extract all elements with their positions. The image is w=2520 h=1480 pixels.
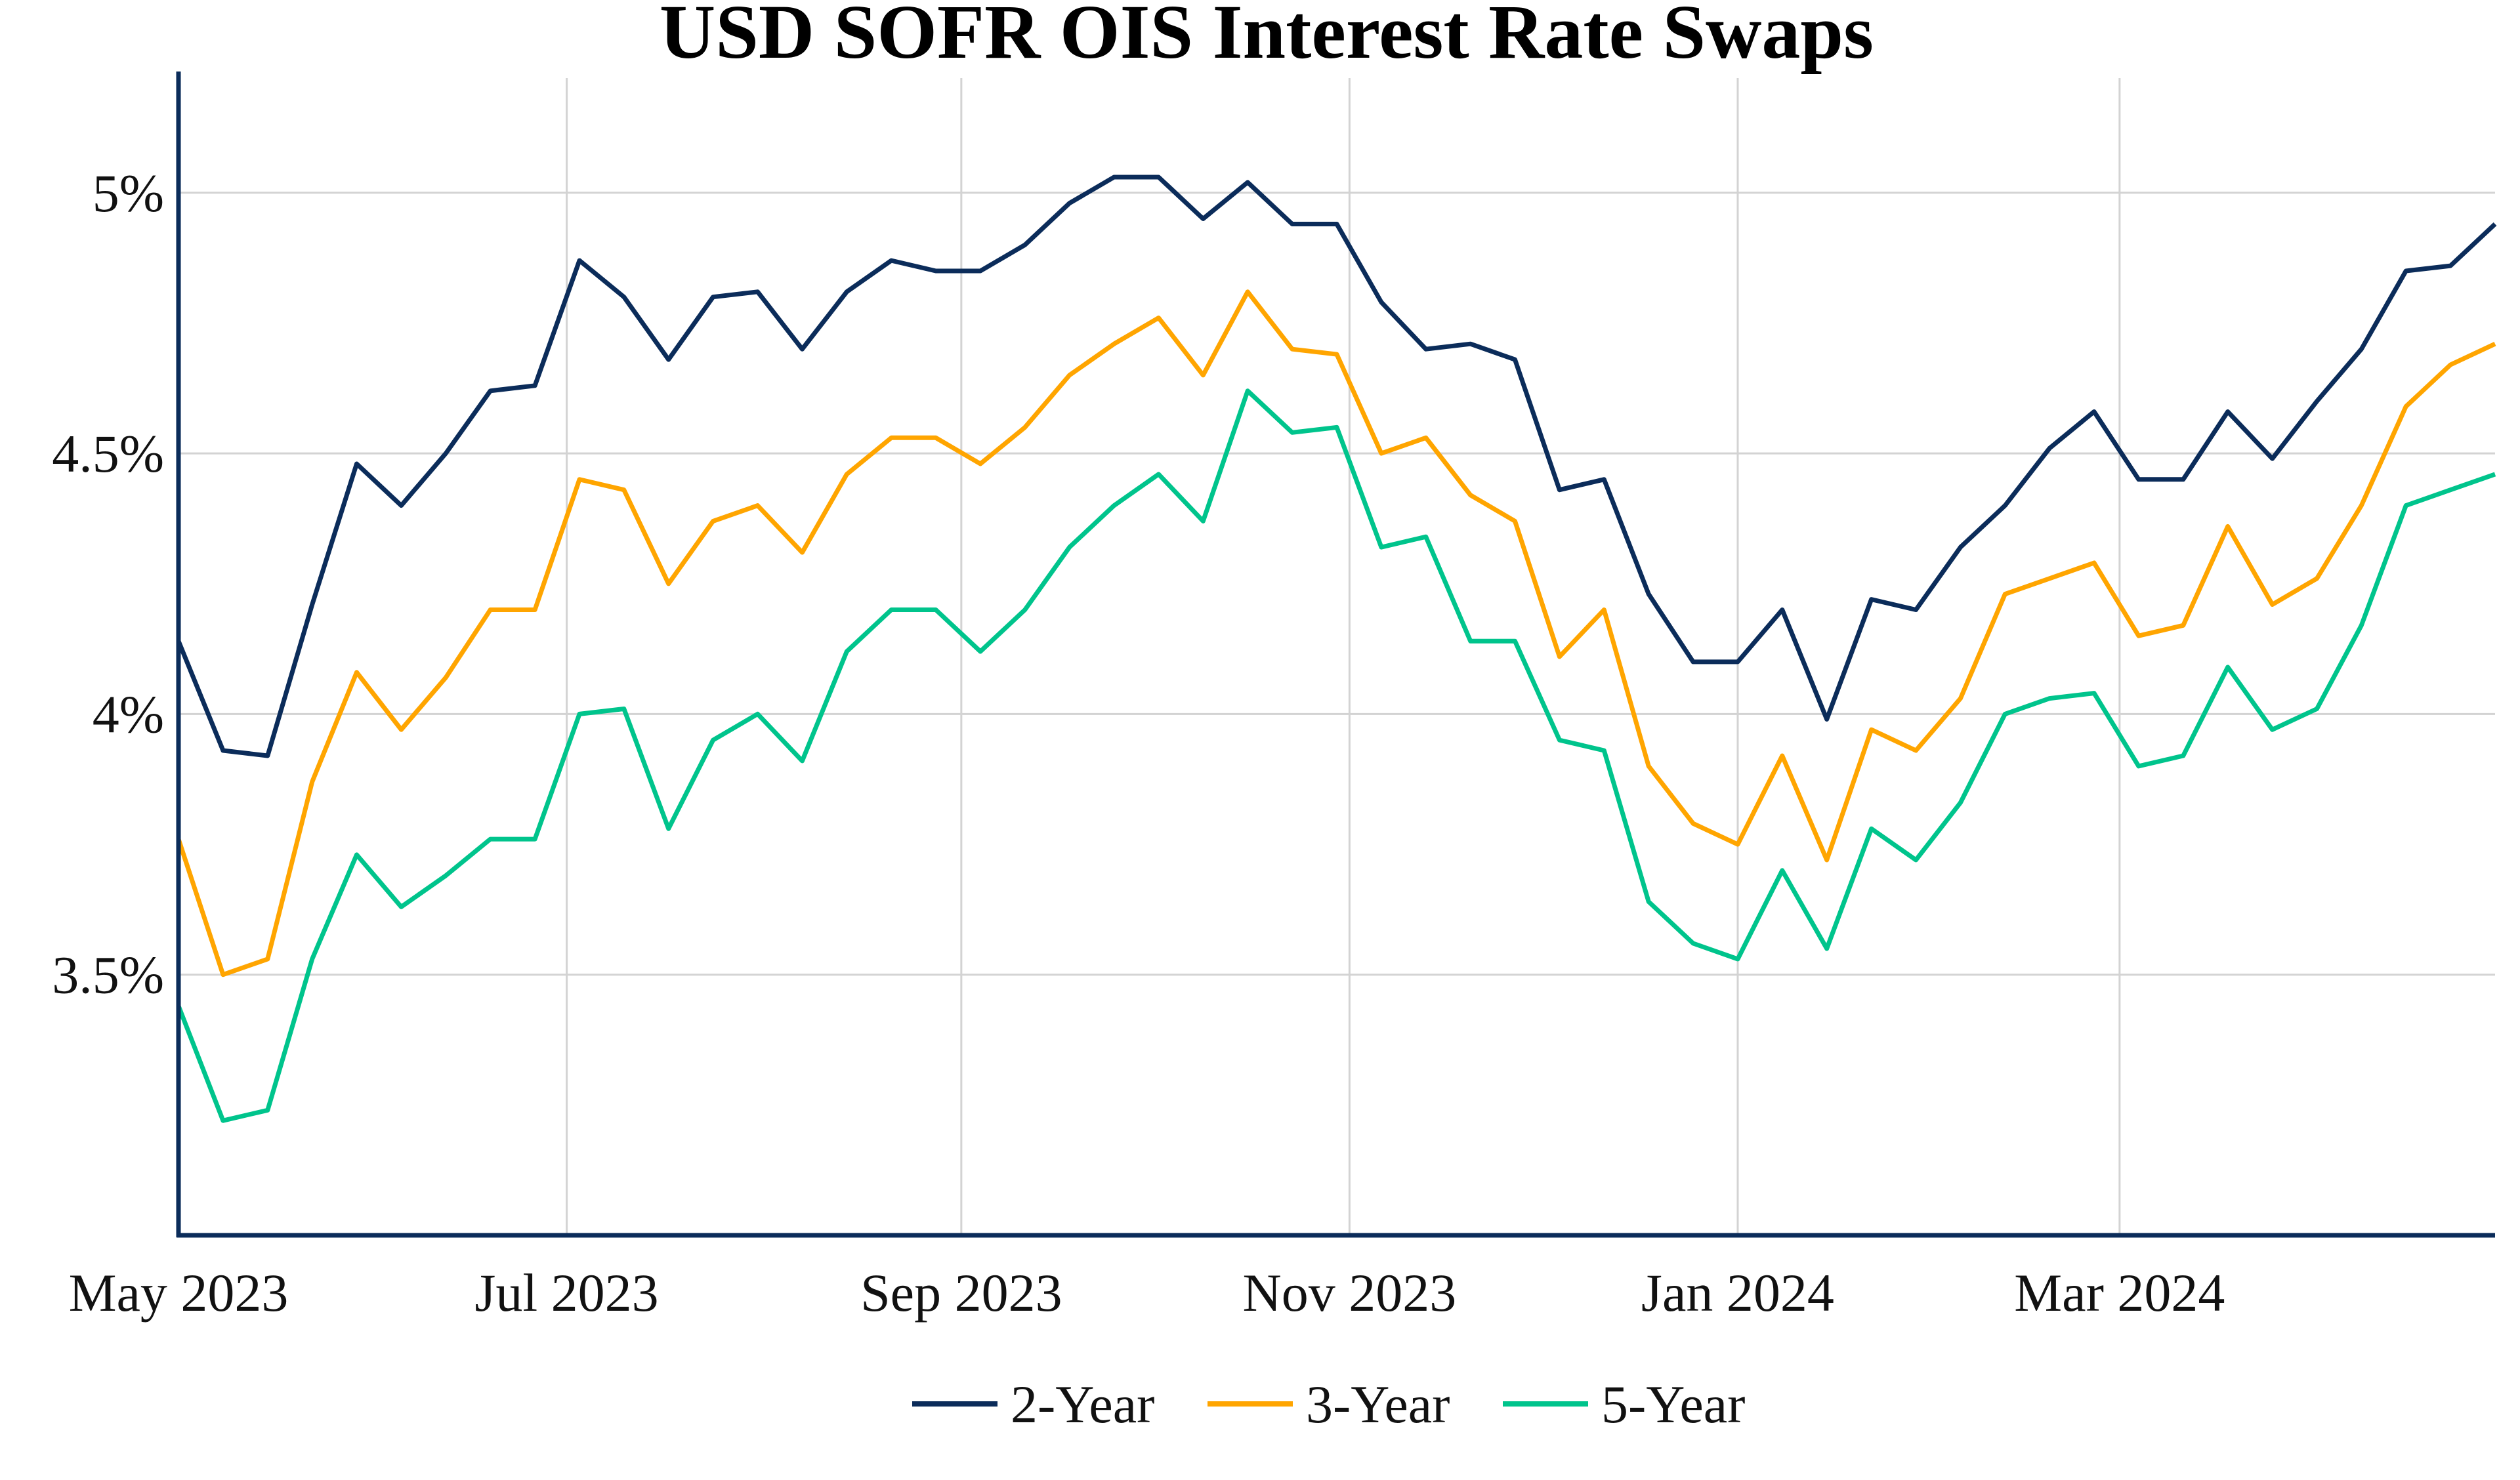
legend-label: 3-Year (1306, 1374, 1450, 1434)
axes (176, 72, 2495, 1238)
legend-label: 5-Year (1601, 1374, 1745, 1434)
series-line-5-year (176, 388, 2496, 1123)
tick-labels: 3.5% 4% 4.5% 5% May 2023 Jul 2023 Sep 2023 Nov … (52, 163, 2225, 1323)
legend-label: 2-Year (1011, 1374, 1154, 1434)
y-tick-label: 5% (93, 163, 164, 223)
x-tick-label: Jan 2024 (1641, 1263, 1834, 1323)
x-tick-label: May 2023 (69, 1263, 289, 1323)
gridlines (177, 78, 2495, 1235)
x-tick-label: Mar 2024 (2014, 1263, 2225, 1323)
series-lines (176, 175, 2497, 1123)
y-tick-label: 3.5% (52, 945, 164, 1005)
y-tick-label: 4.5% (52, 424, 164, 483)
series-line-3-year (176, 289, 2496, 977)
chart-title: USD SOFR OIS Interest Rate Swaps (660, 0, 1874, 75)
legend: 2-Year 3-Year 5-Year (912, 1374, 1745, 1434)
x-tick-label: Sep 2023 (860, 1263, 1062, 1323)
series-line-2-year (176, 175, 2497, 758)
x-tick-label: Nov 2023 (1243, 1263, 1457, 1323)
y-tick-label: 4% (93, 684, 164, 744)
x-tick-label: Jul 2023 (474, 1263, 658, 1323)
